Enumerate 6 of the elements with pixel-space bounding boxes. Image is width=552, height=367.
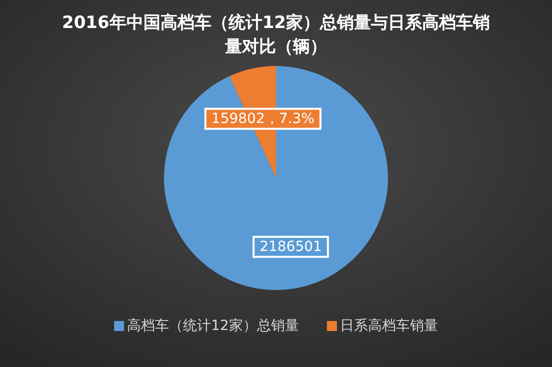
chart-title: 2016年中国高档车（统计12家）总销量与日系高档车销量对比（辆） [62, 13, 490, 57]
data-label: 159802，7.3% [211, 110, 314, 127]
pie-slice [164, 66, 388, 290]
legend-label: 高档车（统计12家）总销量 [127, 318, 299, 334]
data-label: 2186501 [260, 238, 322, 255]
legend-label: 日系高档车销量 [340, 318, 438, 334]
